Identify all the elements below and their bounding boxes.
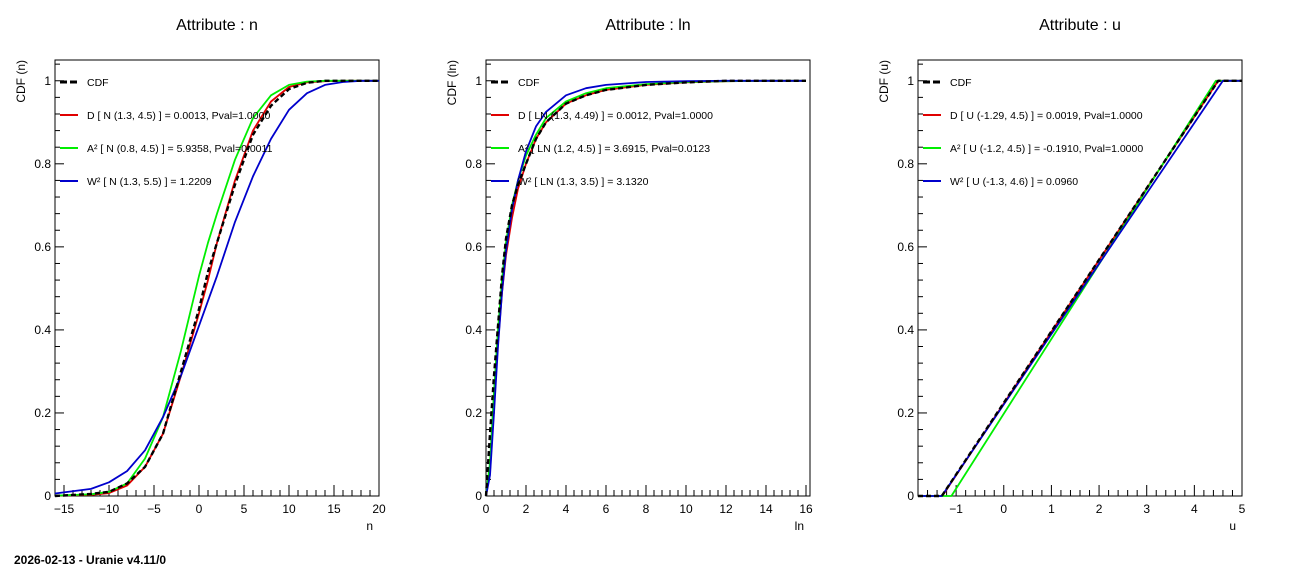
y-axis-label: CDF (u) xyxy=(877,60,891,103)
x-tick-label: 0 xyxy=(196,502,203,516)
y-tick-label: 0.4 xyxy=(34,323,51,337)
x-tick-label: −15 xyxy=(54,502,75,516)
y-tick-label: 0.8 xyxy=(34,157,51,171)
y-tick-label: 0.8 xyxy=(897,157,914,171)
legend-entry-label: A² [ LN (1.2, 4.5) ] = 3.6915, Pval=0.01… xyxy=(518,143,710,155)
series-cdf-line xyxy=(484,79,806,497)
legend-entry-label: CDF xyxy=(518,77,540,89)
y-tick-label: 0.8 xyxy=(465,157,482,171)
x-tick-label: 3 xyxy=(1143,502,1150,516)
x-tick-label: −1 xyxy=(949,502,963,516)
y-tick-label: 0.2 xyxy=(897,406,914,420)
plot-frame xyxy=(485,59,811,497)
legend-entry-label: D [ U (-1.29, 4.5) ] = 0.0019, Pval=1.00… xyxy=(950,110,1143,122)
y-tick-label: 0.6 xyxy=(465,240,482,254)
y-tick-label: 0.6 xyxy=(34,240,51,254)
x-axis-label: ln xyxy=(795,519,804,533)
x-tick-label: 4 xyxy=(563,502,570,516)
y-tick-label: 0.2 xyxy=(465,406,482,420)
y-tick-label: 0.2 xyxy=(34,406,51,420)
x-tick-label: 5 xyxy=(241,502,248,516)
x-tick-label: 10 xyxy=(282,502,296,516)
x-tick-label: 6 xyxy=(603,502,610,516)
legend-entry-label: CDF xyxy=(950,77,972,89)
chart-title: Attribute : u xyxy=(1039,17,1121,34)
legend-entry-label: D [ LN (1.3, 4.49) ] = 0.0012, Pval=1.00… xyxy=(518,110,713,122)
x-tick-label: −10 xyxy=(99,502,120,516)
y-axis-label: CDF (n) xyxy=(14,60,28,103)
y-axis-label: CDF (ln) xyxy=(445,60,459,105)
series-cdf-line xyxy=(54,79,379,498)
x-axis-label: n xyxy=(366,519,373,533)
x-tick-label: 2 xyxy=(523,502,530,516)
x-tick-label: 14 xyxy=(759,502,773,516)
x-tick-label: 20 xyxy=(372,502,386,516)
x-tick-label: 1 xyxy=(1048,502,1055,516)
y-tick-label: 1 xyxy=(44,74,51,88)
x-tick-label: 5 xyxy=(1239,502,1246,516)
legend-entry-label: D [ N (1.3, 4.5) ] = 0.0013, Pval=1.0000 xyxy=(87,110,270,122)
legend-entry-label: CDF xyxy=(87,77,109,89)
x-tick-label: 10 xyxy=(679,502,693,516)
y-tick-label: 1 xyxy=(475,74,482,88)
legend: CDF D [ U (-1.29, 4.5) ] = 0.0019, Pval=1… xyxy=(923,77,1143,188)
x-tick-label: −5 xyxy=(147,502,161,516)
x-tick-label: 4 xyxy=(1191,502,1198,516)
x-tick-label: 0 xyxy=(1000,502,1007,516)
chart-panel-3: Attribute : u 0 0.2 0.4 0.6 0.8 1 −1 0 1 2 3 4 5u CDF … xyxy=(877,17,1246,533)
legend-entry-label: W² [ LN (1.3, 3.5) ] = 3.1320 xyxy=(518,176,649,188)
y-tick-label: 0.4 xyxy=(897,323,914,337)
y-tick-label: 0.6 xyxy=(897,240,914,254)
x-tick-label: 0 xyxy=(483,502,490,516)
y-tick-label: 0 xyxy=(475,489,482,503)
x-tick-label: 2 xyxy=(1096,502,1103,516)
y-tick-label: 0 xyxy=(907,489,914,503)
x-tick-label: 8 xyxy=(643,502,650,516)
y-tick-label: 0 xyxy=(44,489,51,503)
chart-title: Attribute : n xyxy=(176,17,258,34)
chart-panel-1: Attribute : n 0 0.2 0.4 0.6 0.8 1 −15 −10 −5 0 5 10 1… xyxy=(14,17,386,533)
series-fit-line-3 xyxy=(54,79,379,495)
legend-entry-label: A² [ N (0.8, 4.5) ] = 5.9358, Pval=0.001… xyxy=(87,143,273,155)
y-tick-label: 0.4 xyxy=(465,323,482,337)
legend-entry-label: W² [ U (-1.3, 4.6) ] = 0.0960 xyxy=(950,176,1078,188)
x-tick-label: 16 xyxy=(799,502,813,516)
x-tick-label: 15 xyxy=(327,502,341,516)
legend: CDF D [ LN (1.3, 4.49) ] = 0.0012, Pval=1… xyxy=(491,77,713,188)
x-tick-label: 12 xyxy=(719,502,733,516)
chart-title: Attribute : ln xyxy=(605,17,690,34)
legend-entry-label: W² [ N (1.3, 5.5) ] = 1.2209 xyxy=(87,176,212,188)
footer-version-stamp: 2026-02-13 - Uranie v4.11/0 xyxy=(14,553,167,567)
legend: CDF D [ N (1.3, 4.5) ] = 0.0013, Pval=1.0… xyxy=(60,77,273,188)
x-axis-label: u xyxy=(1229,519,1236,533)
series-cdf-line xyxy=(918,79,1242,498)
legend-entry-label: A² [ U (-1.2, 4.5) ] = -0.1910, Pval=1.0… xyxy=(950,143,1143,155)
y-tick-label: 1 xyxy=(907,74,914,88)
